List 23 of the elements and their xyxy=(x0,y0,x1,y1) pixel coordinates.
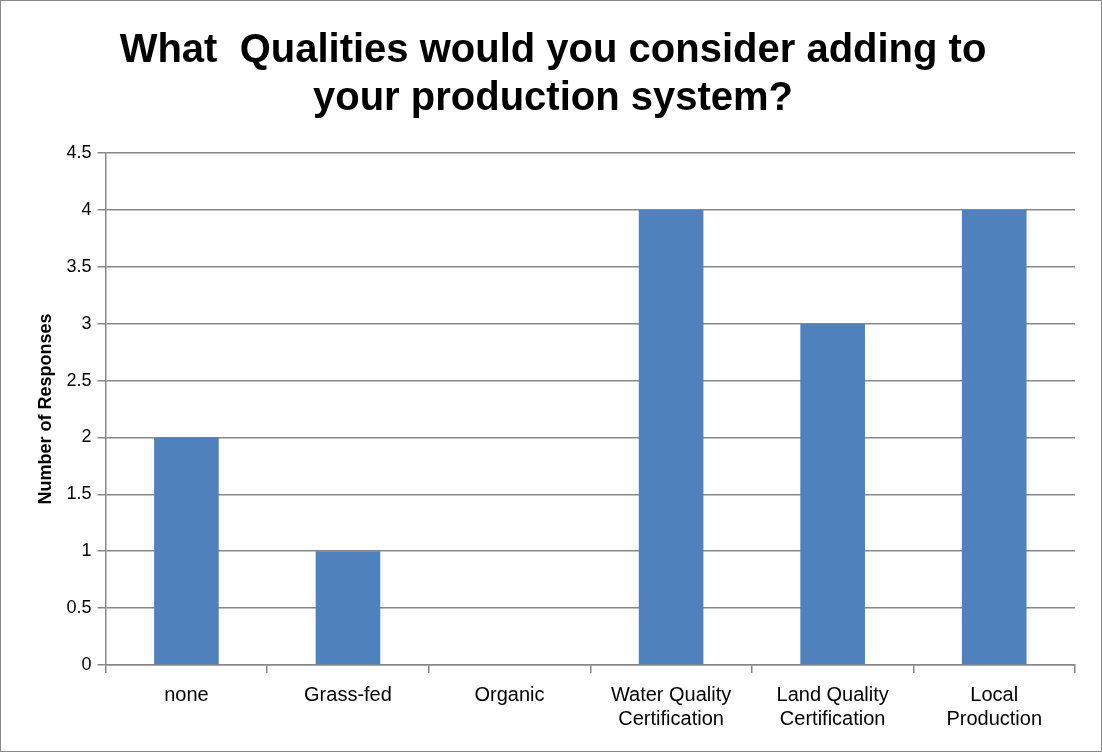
x-tick-label: none xyxy=(164,682,209,705)
x-tick-label: Land Quality Certification xyxy=(776,682,889,729)
bar xyxy=(961,209,1027,665)
bar xyxy=(800,323,865,665)
bar xyxy=(154,437,219,665)
y-tick-label: 1 xyxy=(81,540,92,561)
y-tick-label: 4.5 xyxy=(66,141,92,162)
y-tick-label: 2 xyxy=(81,426,92,447)
chart-title: What Qualities would you consider adding to your production system? xyxy=(119,26,987,119)
y-tick-label: 3 xyxy=(81,312,92,333)
x-tick-label: Water Quality Certification xyxy=(610,682,732,729)
y-tick-label: 0 xyxy=(81,653,92,674)
y-axis-title: Number of Responses xyxy=(34,313,55,505)
bar xyxy=(315,551,381,665)
y-tick-label: 1.5 xyxy=(66,483,92,504)
y-tick-label: 3.5 xyxy=(66,255,92,276)
y-tick-label: 2.5 xyxy=(66,369,92,390)
x-tick-label: Local Production xyxy=(946,682,1043,729)
x-tick-label: Organic xyxy=(474,682,545,705)
y-tick-label: 0.5 xyxy=(66,597,92,618)
bar xyxy=(638,209,704,665)
x-tick-label: Grass-fed xyxy=(304,682,392,705)
y-tick-label: 4 xyxy=(81,198,92,219)
